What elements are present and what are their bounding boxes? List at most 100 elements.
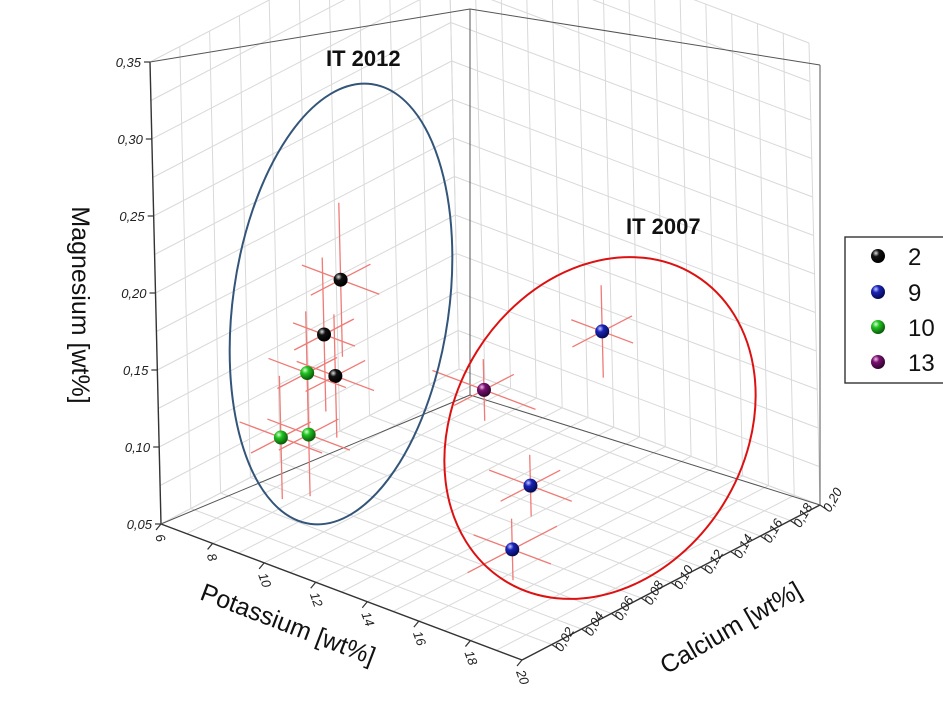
x-tick-label: 8 xyxy=(204,551,221,564)
legend-box xyxy=(844,236,943,384)
grid-line xyxy=(526,0,537,399)
group-label-it-2012: IT 2012 xyxy=(326,46,401,71)
grid-line xyxy=(399,399,761,537)
x-tick-mark xyxy=(310,581,317,589)
y-tick-label: 0,08 xyxy=(641,577,667,607)
y-tick-mark xyxy=(760,535,767,541)
x-tick-mark xyxy=(155,523,162,531)
series-13 xyxy=(432,359,536,421)
x-tick-mark xyxy=(413,620,420,628)
series-10 xyxy=(239,311,351,500)
legend-marker xyxy=(871,320,885,334)
x-tick-mark xyxy=(207,543,214,550)
y-tick-label: 0,18 xyxy=(790,500,816,530)
data-point xyxy=(505,542,520,557)
data-point xyxy=(317,327,332,342)
grid-line xyxy=(419,0,430,385)
z-tick-label: 0,15 xyxy=(123,363,149,378)
x-axis-ticks: 6 8 10 12 14 16 18 20 xyxy=(152,523,532,687)
data-point xyxy=(476,382,491,397)
y-tick-mark xyxy=(640,597,648,603)
legend-marker xyxy=(871,355,885,369)
y-tick-label: 0,04 xyxy=(581,609,607,638)
group-ellipse-it-2012 xyxy=(228,82,454,526)
grid-line xyxy=(190,508,552,645)
grid-line xyxy=(220,492,582,630)
series-2 xyxy=(292,202,380,438)
y-axis-title: Calcium [wt%] xyxy=(655,576,806,679)
z-axis-title: Magnesium [wt%] xyxy=(66,206,94,403)
data-point xyxy=(595,324,610,339)
series-9 xyxy=(467,285,634,581)
back-right-edge xyxy=(469,8,821,66)
y-tick-mark xyxy=(611,613,618,618)
y-tick-mark xyxy=(670,582,678,587)
data-marks xyxy=(239,202,634,581)
grid-line xyxy=(603,0,615,428)
floor-back-right xyxy=(469,394,821,506)
grid-line xyxy=(808,42,821,506)
legend-label: 10 xyxy=(908,315,935,342)
grid-line xyxy=(209,30,222,494)
grid-line xyxy=(577,0,589,418)
x-axis-line xyxy=(160,523,523,661)
y-tick-label: 0,16 xyxy=(760,515,786,545)
legend-entry: 2 xyxy=(871,244,921,271)
grid-line xyxy=(449,0,460,370)
data-point xyxy=(301,427,316,442)
data-point xyxy=(328,368,343,383)
grid-line xyxy=(149,0,271,63)
y-tick-label: 0,20 xyxy=(820,484,846,514)
grid-line xyxy=(429,384,791,521)
y-tick-mark xyxy=(581,628,588,634)
grid-line xyxy=(731,13,744,476)
x-tick-mark xyxy=(361,601,368,609)
x-tick-mark xyxy=(258,562,265,570)
y-tick-label: 0,02 xyxy=(551,624,577,654)
grid-line xyxy=(329,0,341,432)
grid-line xyxy=(628,0,640,438)
y-axis-ticks: 0,020,040,060,080,100,120,140,160,180,20 xyxy=(551,484,845,654)
x-tick-label: 18 xyxy=(462,648,481,667)
y-tick-label: 0,06 xyxy=(611,593,637,623)
z-tick-label: 0,25 xyxy=(119,209,145,224)
legend-label: 13 xyxy=(908,350,935,377)
grid-line xyxy=(250,477,612,614)
grid-line xyxy=(693,0,810,44)
floor-back-left xyxy=(160,394,471,525)
x-tick-mark xyxy=(464,640,471,647)
grid-line xyxy=(705,4,718,467)
z-tick-label: 0,20 xyxy=(121,286,147,301)
x-tick-label: 14 xyxy=(358,610,377,629)
y-tick-label: 0,10 xyxy=(671,562,697,592)
legend: 2 9 10 13 xyxy=(844,236,943,384)
data-point xyxy=(300,366,315,380)
grid-line xyxy=(179,46,192,509)
grid xyxy=(149,0,821,661)
legend-label: 2 xyxy=(908,244,921,271)
legend-marker xyxy=(871,249,885,263)
legend-entry: 13 xyxy=(871,350,935,377)
legend-marker xyxy=(871,285,885,299)
y-tick-mark xyxy=(551,644,559,649)
grid-line xyxy=(268,0,281,463)
legend-entry: 10 xyxy=(871,315,935,342)
data-point xyxy=(523,478,538,493)
grid-line xyxy=(238,15,251,478)
grid-line xyxy=(551,0,563,408)
grid-line xyxy=(654,0,666,447)
z-tick-label: 0,30 xyxy=(118,132,144,147)
grid-line xyxy=(369,415,731,552)
x-axis-title: Potassium [wt%] xyxy=(197,578,380,670)
z-tick-label: 0,10 xyxy=(125,440,151,455)
legend-label: 9 xyxy=(908,280,921,307)
data-point xyxy=(333,272,348,287)
x-tick-mark xyxy=(516,659,523,667)
data-point xyxy=(273,430,288,445)
y-tick-label: 0,14 xyxy=(730,532,756,561)
group-label-it-2007: IT 2007 xyxy=(626,214,701,239)
x-tick-label: 6 xyxy=(152,532,169,545)
z-tick-label: 0,35 xyxy=(116,55,142,70)
